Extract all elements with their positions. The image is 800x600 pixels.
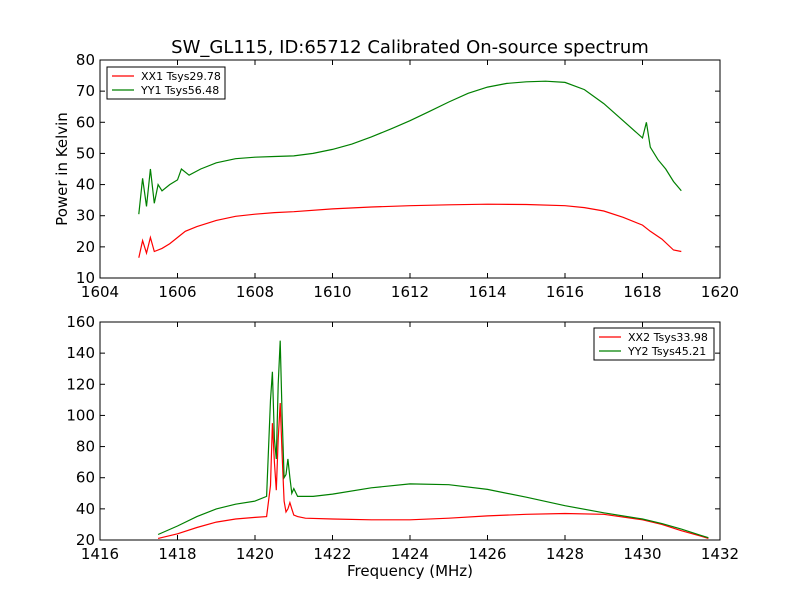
y-axis-label: Power in Kelvin	[53, 112, 71, 226]
x-tick-label: 1426	[468, 545, 506, 563]
y-tick-label: 140	[66, 344, 95, 362]
series-line-1-1	[157, 340, 709, 539]
y-tick-label: 80	[76, 51, 95, 69]
x-tick-label: 1416	[81, 545, 119, 563]
legend-label: YY2 Tsys45.21	[627, 345, 706, 358]
x-tick-label: 1606	[158, 283, 196, 301]
y-tick-label: 10	[76, 269, 95, 287]
legend-label: XX2 Tsys33.98	[628, 331, 708, 344]
chart-title: SW_GL115, ID:65712 Calibrated On-source …	[171, 37, 649, 58]
legend-label: YY1 Tsys56.48	[140, 84, 219, 97]
x-tick-label: 1422	[313, 545, 351, 563]
y-tick-label: 80	[76, 438, 95, 456]
y-tick-label: 120	[66, 375, 95, 393]
y-tick-label: 50	[76, 144, 95, 162]
x-tick-label: 1420	[236, 545, 274, 563]
series-line-0-1	[138, 80, 682, 215]
y-tick-label: 70	[76, 82, 95, 100]
bottom-panel: 1416 1418 1420 1422 1424 1426 1428 1430 1432 20 40…	[66, 313, 739, 580]
y-tick-label: 160	[66, 313, 95, 331]
y-tick-label: 40	[76, 500, 95, 518]
x-tick-label: 1428	[546, 545, 584, 563]
x-tick-label: 1604	[81, 283, 119, 301]
x-tick-label: 1612	[391, 283, 429, 301]
y-tick-label: 20	[76, 238, 95, 256]
x-tick-label: 1424	[391, 545, 429, 563]
x-tick-label: 1430	[623, 545, 661, 563]
x-tick-label: 1614	[468, 283, 506, 301]
x-tick-label: 1418	[158, 545, 196, 563]
y-tick-label: 40	[76, 176, 95, 194]
y-tick-label: 30	[76, 207, 95, 225]
legend-label: XX1 Tsys29.78	[141, 70, 221, 83]
x-tick-label: 1616	[546, 283, 584, 301]
y-tick-label: 60	[76, 469, 95, 487]
series-line-0-0	[138, 203, 682, 258]
x-tick-label: 1608	[236, 283, 274, 301]
x-tick-label: 1620	[701, 283, 739, 301]
y-tick-label: 60	[76, 113, 95, 131]
x-tick-label: 1610	[313, 283, 351, 301]
series-line-1-0	[157, 402, 709, 539]
x-tick-label: 1432	[701, 545, 739, 563]
y-tick-label: 100	[66, 406, 95, 424]
legend-box	[593, 327, 715, 361]
legend-box	[106, 66, 226, 100]
top-panel: 1604 1606 1608 1610 1612 1614 1616 1618 1620 10 20…	[53, 51, 739, 301]
y-tick-label: 20	[76, 531, 95, 549]
x-tick-label: 1618	[623, 283, 661, 301]
x-axis-label: Frequency (MHz)	[347, 562, 473, 580]
